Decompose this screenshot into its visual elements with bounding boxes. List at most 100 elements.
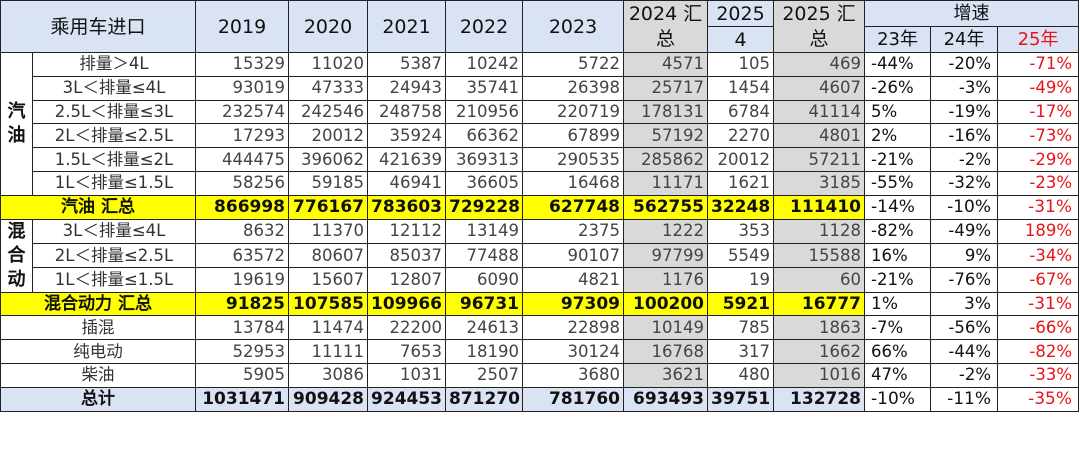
value-cell: 6784 — [707, 99, 775, 125]
growth-cell: -31% — [997, 291, 1080, 317]
value-cell: 20012 — [707, 147, 775, 172]
value-cell: 5921 — [707, 291, 775, 317]
row-label: 2L＜排量≤2.5L — [31, 123, 197, 149]
value-cell: 59185 — [288, 170, 369, 196]
row-label: 纯电动 — [0, 339, 197, 364]
value-cell: 353 — [707, 218, 775, 244]
value-cell: 2270 — [707, 123, 775, 149]
value-cell: 36605 — [445, 170, 524, 196]
value-cell: 100200 — [623, 291, 709, 317]
growth-cell: 66% — [864, 339, 932, 364]
value-cell: 77488 — [445, 242, 524, 269]
value-cell: 2507 — [445, 362, 524, 388]
value-cell: 783603 — [367, 194, 447, 220]
value-cell: 30124 — [522, 339, 625, 364]
growth-cell: -33% — [997, 362, 1080, 388]
month-2025-header: 2025 — [707, 0, 775, 27]
growth-col-header: 23年 — [864, 26, 932, 53]
value-cell: 7653 — [367, 339, 447, 364]
year-header: 2019 — [195, 0, 290, 53]
value-cell: 96731 — [445, 291, 524, 317]
growth-cell: -10% — [864, 386, 932, 412]
year-header: 2023 — [522, 0, 625, 53]
value-cell: 178131 — [623, 99, 709, 125]
year-header: 2021 — [367, 0, 447, 53]
value-cell: 11020 — [288, 52, 369, 77]
value-cell: 18190 — [445, 339, 524, 364]
value-cell: 1128 — [773, 218, 866, 244]
value-cell: 41114 — [773, 99, 866, 125]
value-cell: 11111 — [288, 339, 369, 364]
value-cell: 1863 — [773, 315, 866, 341]
value-cell: 13784 — [195, 315, 290, 341]
value-cell: 776167 — [288, 194, 369, 220]
row-label: 3L＜排量≤4L — [31, 75, 197, 101]
growth-cell: -16% — [930, 123, 999, 149]
value-cell: 627748 — [522, 194, 625, 220]
value-cell: 24943 — [367, 75, 447, 101]
growth-cell: -17% — [997, 99, 1080, 125]
value-cell: 866998 — [195, 194, 290, 220]
growth-cell: -44% — [930, 339, 999, 364]
value-cell: 13149 — [445, 218, 524, 244]
import-table: 乘用车进口 2019 2020 2021 2022 2023 2024 汇总 2… — [0, 0, 1080, 412]
value-cell: 5387 — [367, 52, 447, 77]
value-cell: 16777 — [773, 291, 866, 317]
growth-cell: -19% — [930, 99, 999, 125]
value-cell: 396062 — [288, 147, 369, 172]
value-cell: 693493 — [623, 386, 709, 412]
value-cell: 105 — [707, 52, 775, 77]
value-cell: 16468 — [522, 170, 625, 196]
value-cell: 19619 — [195, 267, 290, 293]
value-cell: 369313 — [445, 147, 524, 172]
growth-header: 增速 — [864, 0, 1080, 27]
value-cell: 19 — [707, 267, 775, 293]
value-cell: 85037 — [367, 242, 447, 269]
value-cell: 132728 — [773, 386, 866, 412]
table-title: 乘用车进口 — [0, 0, 197, 53]
value-cell: 15329 — [195, 52, 290, 77]
row-label: 汽油 汇总 — [0, 194, 197, 220]
growth-cell: -82% — [864, 218, 932, 244]
growth-cell: -10% — [930, 194, 999, 220]
growth-cell: -14% — [864, 194, 932, 220]
growth-col-header: 25年 — [997, 26, 1080, 53]
table-row: 2L＜排量≤2.5L 63572 80607 85037 77488 90107 97799… — [1, 242, 1080, 269]
table-row: 1L＜排量≤1.5L 58256 59185 46941 36605 16468 11171… — [1, 170, 1080, 196]
value-cell: 58256 — [195, 170, 290, 196]
growth-cell: 189% — [997, 218, 1080, 244]
value-cell: 4801 — [773, 123, 866, 149]
value-cell: 232574 — [195, 99, 290, 125]
growth-cell: -31% — [997, 194, 1080, 220]
value-cell: 109966 — [367, 291, 447, 317]
growth-cell: -3% — [930, 75, 999, 101]
value-cell: 8632 — [195, 218, 290, 244]
row-label: 1L＜排量≤1.5L — [31, 267, 197, 293]
value-cell: 52953 — [195, 339, 290, 364]
value-cell: 242546 — [288, 99, 369, 125]
growth-cell: -21% — [864, 267, 932, 293]
value-cell: 1031 — [367, 362, 447, 388]
growth-cell: 1% — [864, 291, 932, 317]
growth-cell: -2% — [930, 362, 999, 388]
growth-cell: -23% — [997, 170, 1080, 196]
value-cell: 562755 — [623, 194, 709, 220]
growth-cell: -55% — [864, 170, 932, 196]
value-cell: 12112 — [367, 218, 447, 244]
value-cell: 22898 — [522, 315, 625, 341]
value-cell: 111410 — [773, 194, 866, 220]
value-cell: 5549 — [707, 242, 775, 269]
table-row: 1L＜排量≤1.5L 19619 15607 12807 6090 4821 1176 19 6… — [1, 267, 1080, 293]
growth-cell: -66% — [997, 315, 1080, 341]
growth-cell: -82% — [997, 339, 1080, 364]
group-label: 混合动 — [0, 218, 33, 293]
value-cell: 35741 — [445, 75, 524, 101]
value-cell: 317 — [707, 339, 775, 364]
value-cell: 39751 — [707, 386, 775, 412]
value-cell: 248758 — [367, 99, 447, 125]
growth-cell: -26% — [864, 75, 932, 101]
growth-cell: -11% — [930, 386, 999, 412]
value-cell: 480 — [707, 362, 775, 388]
growth-cell: -34% — [997, 242, 1080, 269]
value-cell: 17293 — [195, 123, 290, 149]
